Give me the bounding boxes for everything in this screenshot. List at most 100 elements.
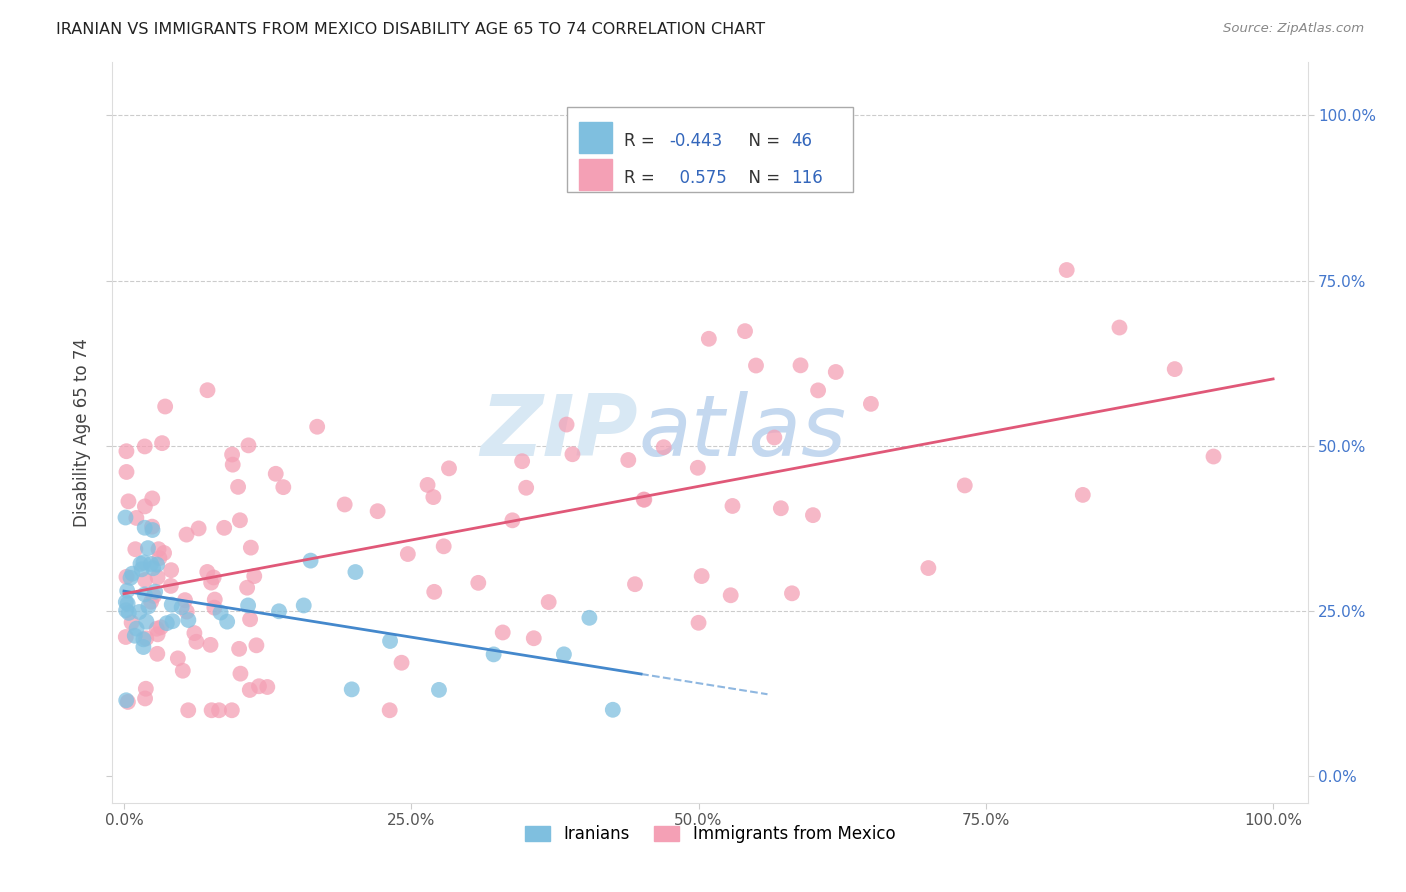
Immigrants from Mexico bbox=[139, 595, 162, 609]
Immigrants from Mexico bbox=[124, 542, 146, 557]
Immigrants from Mexico bbox=[166, 651, 188, 665]
Immigrants from Mexico bbox=[1108, 320, 1130, 334]
Immigrants from Mexico bbox=[801, 508, 824, 523]
Immigrants from Mexico bbox=[721, 499, 744, 513]
Immigrants from Mexico bbox=[221, 448, 243, 462]
Iranians bbox=[340, 682, 363, 697]
Immigrants from Mexico bbox=[416, 478, 439, 492]
Immigrants from Mexico bbox=[125, 511, 148, 525]
Immigrants from Mexico bbox=[187, 521, 209, 535]
Iranians bbox=[299, 554, 322, 568]
Immigrants from Mexico bbox=[236, 581, 259, 595]
Iranians bbox=[136, 541, 159, 555]
Immigrants from Mexico bbox=[186, 634, 208, 648]
Iranians bbox=[146, 558, 169, 572]
Immigrants from Mexico bbox=[745, 359, 768, 373]
Immigrants from Mexico bbox=[221, 703, 243, 717]
Iranians bbox=[143, 584, 166, 599]
Iranians bbox=[578, 611, 600, 625]
Immigrants from Mexico bbox=[243, 569, 266, 583]
Immigrants from Mexico bbox=[115, 570, 138, 584]
Iranians bbox=[134, 587, 156, 601]
Immigrants from Mexico bbox=[226, 480, 249, 494]
Immigrants from Mexico bbox=[1071, 488, 1094, 502]
Immigrants from Mexico bbox=[229, 666, 252, 681]
Iranians bbox=[132, 632, 155, 647]
Immigrants from Mexico bbox=[652, 440, 675, 454]
Immigrants from Mexico bbox=[160, 579, 183, 593]
Iranians bbox=[162, 614, 184, 628]
Immigrants from Mexico bbox=[333, 498, 356, 512]
Immigrants from Mexico bbox=[391, 656, 413, 670]
Iranians bbox=[217, 615, 239, 629]
Immigrants from Mexico bbox=[617, 453, 640, 467]
Immigrants from Mexico bbox=[145, 622, 167, 636]
Immigrants from Mexico bbox=[176, 605, 198, 619]
Immigrants from Mexico bbox=[789, 359, 811, 373]
Immigrants from Mexico bbox=[633, 492, 655, 507]
Iranians bbox=[115, 603, 138, 617]
Immigrants from Mexico bbox=[780, 586, 803, 600]
Text: -0.443: -0.443 bbox=[669, 132, 723, 150]
Iranians bbox=[482, 648, 505, 662]
Immigrants from Mexico bbox=[135, 632, 157, 646]
Text: 116: 116 bbox=[792, 169, 823, 187]
Immigrants from Mexico bbox=[228, 641, 250, 656]
Y-axis label: Disability Age 65 to 74: Disability Age 65 to 74 bbox=[73, 338, 91, 527]
Immigrants from Mexico bbox=[624, 577, 647, 591]
Immigrants from Mexico bbox=[135, 681, 157, 696]
Iranians bbox=[115, 693, 138, 707]
Immigrants from Mexico bbox=[515, 481, 537, 495]
Immigrants from Mexico bbox=[501, 513, 523, 527]
Immigrants from Mexico bbox=[176, 527, 198, 541]
Iranians bbox=[121, 566, 143, 581]
Iranians bbox=[131, 562, 153, 576]
Immigrants from Mexico bbox=[492, 625, 515, 640]
Immigrants from Mexico bbox=[174, 593, 197, 607]
Immigrants from Mexico bbox=[239, 612, 262, 626]
Immigrants from Mexico bbox=[953, 478, 976, 492]
Iranians bbox=[141, 523, 163, 537]
Immigrants from Mexico bbox=[807, 384, 830, 398]
Immigrants from Mexico bbox=[690, 569, 713, 583]
Iranians bbox=[125, 622, 148, 636]
Immigrants from Mexico bbox=[134, 439, 156, 453]
Iranians bbox=[427, 682, 450, 697]
Iranians bbox=[138, 599, 160, 614]
Immigrants from Mexico bbox=[201, 703, 224, 717]
Immigrants from Mexico bbox=[734, 324, 756, 338]
Immigrants from Mexico bbox=[134, 573, 156, 587]
Immigrants from Mexico bbox=[148, 551, 170, 566]
Immigrants from Mexico bbox=[212, 521, 235, 535]
Text: 46: 46 bbox=[792, 132, 813, 150]
Iranians bbox=[378, 634, 401, 648]
Immigrants from Mexico bbox=[238, 438, 260, 452]
Iranians bbox=[177, 613, 200, 627]
Immigrants from Mexico bbox=[688, 615, 710, 630]
Immigrants from Mexico bbox=[697, 332, 720, 346]
Iranians bbox=[132, 640, 155, 654]
Iranians bbox=[135, 615, 157, 629]
Iranians bbox=[209, 606, 232, 620]
Immigrants from Mexico bbox=[142, 589, 165, 603]
Text: N =: N = bbox=[738, 132, 785, 150]
Immigrants from Mexico bbox=[245, 638, 267, 652]
Immigrants from Mexico bbox=[273, 480, 295, 494]
Iranians bbox=[156, 616, 179, 631]
Immigrants from Mexico bbox=[437, 461, 460, 475]
Immigrants from Mexico bbox=[117, 494, 139, 508]
Iranians bbox=[160, 598, 183, 612]
Immigrants from Mexico bbox=[141, 519, 163, 533]
Immigrants from Mexico bbox=[153, 400, 176, 414]
Immigrants from Mexico bbox=[121, 615, 143, 630]
Iranians bbox=[124, 629, 146, 643]
Immigrants from Mexico bbox=[247, 679, 270, 693]
Immigrants from Mexico bbox=[146, 570, 169, 584]
Iranians bbox=[128, 605, 150, 619]
Immigrants from Mexico bbox=[537, 595, 560, 609]
Immigrants from Mexico bbox=[134, 500, 156, 514]
Immigrants from Mexico bbox=[561, 447, 583, 461]
Immigrants from Mexico bbox=[396, 547, 419, 561]
Immigrants from Mexico bbox=[264, 467, 287, 481]
Text: N =: N = bbox=[738, 169, 785, 187]
